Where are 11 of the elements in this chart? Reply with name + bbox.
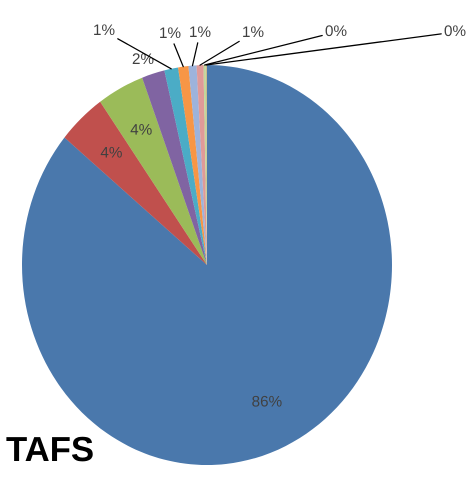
data-label: 0% <box>326 25 346 36</box>
data-label: 86% <box>252 396 282 407</box>
data-label: 1% <box>160 27 180 38</box>
data-label: 2% <box>132 53 154 64</box>
text: TAFS <box>6 436 93 462</box>
data-label: 4% <box>130 124 152 135</box>
data-label: 1% <box>243 26 264 38</box>
data-label: 0% <box>444 25 466 36</box>
data-label: 4% <box>100 146 122 158</box>
data-label: 1% <box>94 24 114 36</box>
data-label: 1% <box>190 26 210 38</box>
